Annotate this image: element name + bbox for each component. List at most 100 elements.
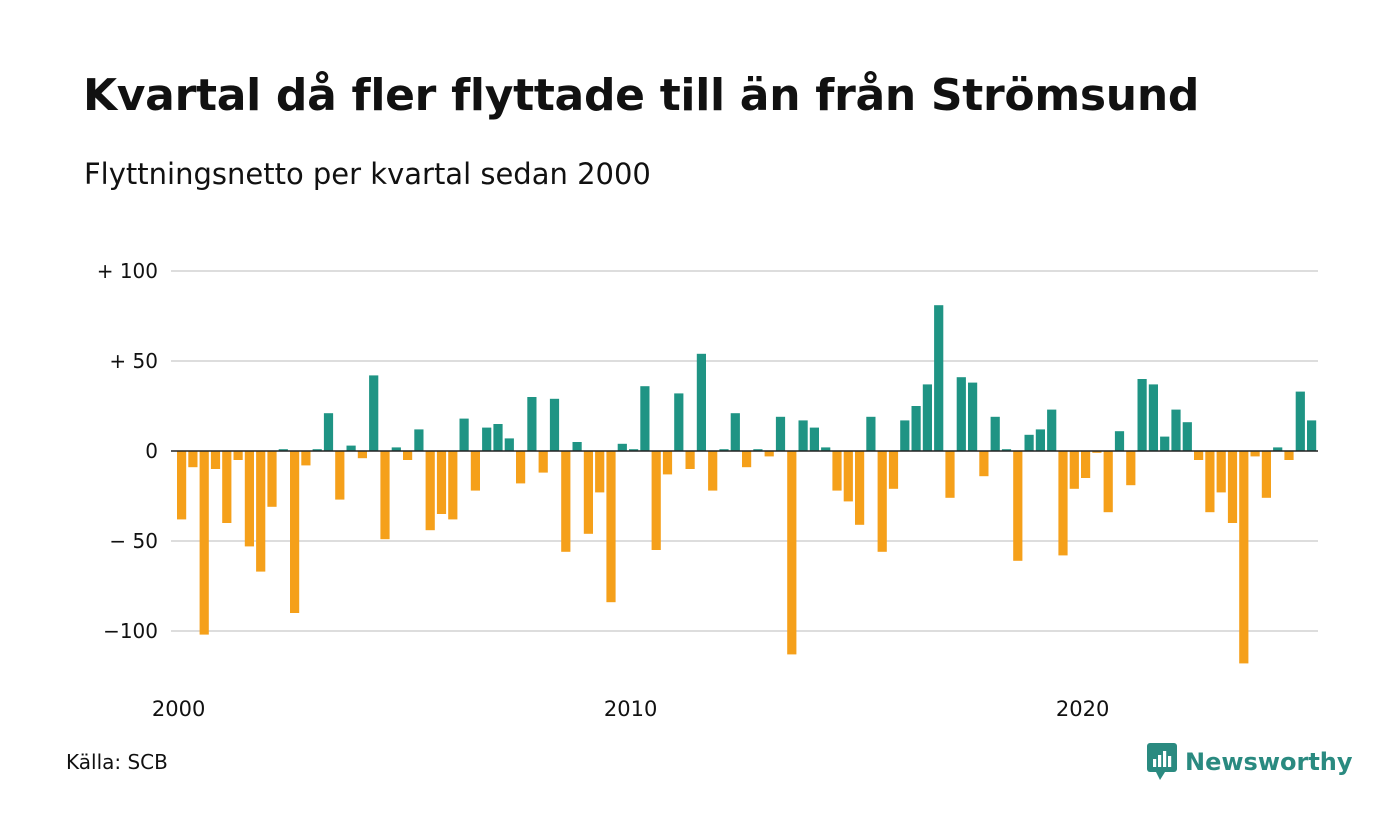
bar	[357, 451, 367, 459]
bar	[1081, 451, 1091, 478]
bar	[764, 451, 774, 457]
bar	[1058, 451, 1068, 556]
bar	[335, 451, 345, 500]
bar	[1205, 451, 1215, 513]
bar	[448, 451, 458, 520]
bar	[1148, 384, 1158, 451]
bar	[278, 449, 288, 451]
y-tick-label: 0	[145, 439, 158, 463]
bar	[821, 447, 831, 451]
bar	[1216, 451, 1226, 493]
bar	[290, 451, 300, 613]
bar	[199, 451, 209, 635]
bar	[470, 451, 480, 491]
bar	[945, 451, 955, 498]
bar	[809, 427, 819, 451]
bar	[1295, 391, 1305, 451]
chart-title: Kvartal då fler flyttade till än från St…	[83, 70, 1200, 121]
y-tick-label: − 50	[109, 529, 158, 553]
bar	[900, 420, 910, 451]
x-axis-labels: 2000 2010 2020	[152, 697, 1109, 721]
bar	[369, 375, 379, 451]
bar	[843, 451, 853, 502]
bar	[561, 451, 571, 552]
source-note: Källa: SCB	[66, 750, 168, 774]
bar	[1307, 420, 1317, 451]
bar	[459, 418, 469, 451]
bar	[979, 451, 989, 477]
bar	[403, 451, 413, 460]
bar	[662, 451, 673, 475]
y-tick-label: + 50	[109, 349, 158, 373]
bar	[1239, 451, 1249, 664]
bar	[1114, 431, 1125, 451]
bar	[1273, 447, 1283, 451]
bar	[233, 451, 243, 460]
bar	[1227, 451, 1238, 523]
x-tick-label: 2020	[1056, 697, 1109, 721]
x-tick-label: 2010	[604, 697, 657, 721]
bar	[934, 305, 944, 451]
bar	[1250, 451, 1260, 457]
bar	[380, 451, 390, 540]
bar	[685, 451, 695, 469]
brand-name: Newsworthy	[1185, 748, 1353, 776]
bar	[301, 451, 311, 466]
bar	[832, 451, 842, 491]
bar	[188, 451, 198, 468]
bar	[504, 438, 514, 451]
bar	[708, 451, 718, 491]
bar	[1001, 449, 1012, 451]
bar	[1171, 409, 1181, 451]
bar	[1069, 451, 1079, 489]
bar	[855, 451, 865, 525]
bar	[391, 447, 401, 451]
bar	[256, 451, 266, 572]
bar	[1261, 451, 1271, 498]
y-tick-label: + 100	[97, 259, 158, 283]
bar	[1024, 434, 1034, 451]
bar	[436, 451, 447, 514]
bar	[775, 416, 786, 451]
bar	[1013, 451, 1023, 561]
bar	[595, 451, 605, 493]
bar	[990, 416, 1000, 451]
bar	[210, 451, 221, 469]
grid-lines	[171, 270, 1318, 632]
bar	[1035, 429, 1045, 451]
bar	[956, 377, 966, 451]
x-tick-label: 2000	[152, 697, 205, 721]
bar	[527, 397, 537, 451]
bar	[425, 451, 435, 531]
bar	[549, 398, 560, 451]
bar	[640, 386, 650, 451]
bar	[482, 427, 492, 451]
bar	[1194, 451, 1204, 460]
bar	[538, 451, 548, 473]
bar	[730, 413, 740, 451]
y-axis-labels: + 100 + 50 0 − 50 −100	[97, 259, 158, 643]
bar	[572, 442, 582, 451]
newsworthy-icon	[1147, 743, 1177, 780]
bar	[1047, 409, 1057, 451]
bar	[1284, 451, 1294, 460]
bar	[244, 451, 254, 547]
bar	[1182, 422, 1192, 451]
bar	[222, 451, 232, 523]
bar	[629, 449, 639, 451]
bar	[798, 420, 808, 451]
bar	[493, 424, 503, 451]
bar	[1126, 451, 1136, 486]
bar	[414, 429, 424, 451]
bar	[267, 451, 277, 507]
bar	[1103, 451, 1113, 513]
bar	[888, 451, 899, 489]
bar	[674, 393, 684, 451]
bar	[312, 449, 322, 451]
bar	[866, 416, 876, 451]
bar	[1160, 436, 1170, 451]
brand-logo[interactable]: Newsworthy	[1147, 742, 1353, 782]
bar	[968, 382, 978, 451]
bar	[177, 451, 187, 520]
